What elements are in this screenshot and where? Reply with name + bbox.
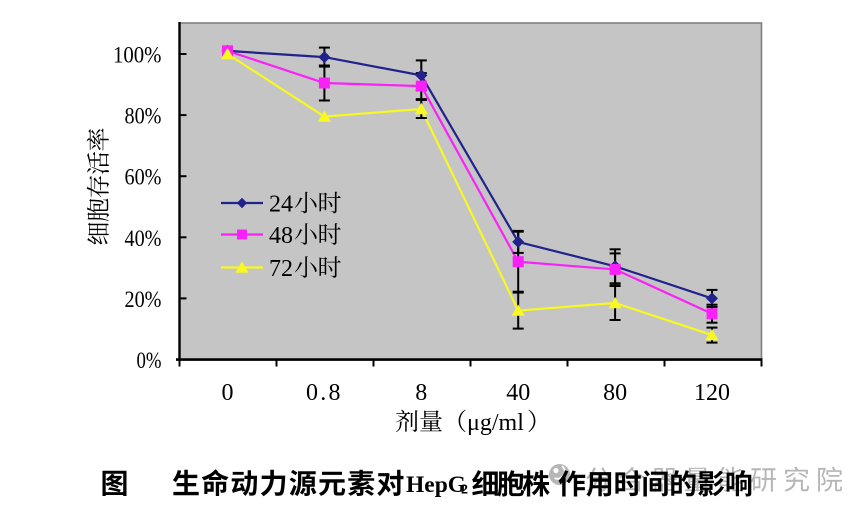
svg-text:24: 24 — [269, 192, 293, 218]
svg-text:60%: 60% — [125, 165, 162, 191]
svg-text:μg/ml: μg/ml — [467, 410, 524, 436]
svg-text:0%: 0% — [137, 348, 162, 374]
svg-text:40: 40 — [506, 380, 530, 406]
svg-text:100%: 100% — [113, 43, 162, 69]
svg-text:48: 48 — [269, 223, 293, 249]
svg-text:8: 8 — [415, 380, 427, 406]
svg-text:72: 72 — [269, 256, 293, 282]
svg-text:80%: 80% — [125, 104, 162, 130]
svg-text:80: 80 — [603, 380, 627, 406]
svg-text:40%: 40% — [125, 226, 162, 252]
svg-text:120: 120 — [694, 380, 730, 406]
svg-text:0: 0 — [222, 380, 234, 406]
svg-text:0.8: 0.8 — [306, 380, 343, 406]
svg-text:2: 2 — [461, 483, 468, 498]
svg-text:HepG: HepG — [406, 472, 466, 498]
svg-text:20%: 20% — [125, 287, 162, 313]
